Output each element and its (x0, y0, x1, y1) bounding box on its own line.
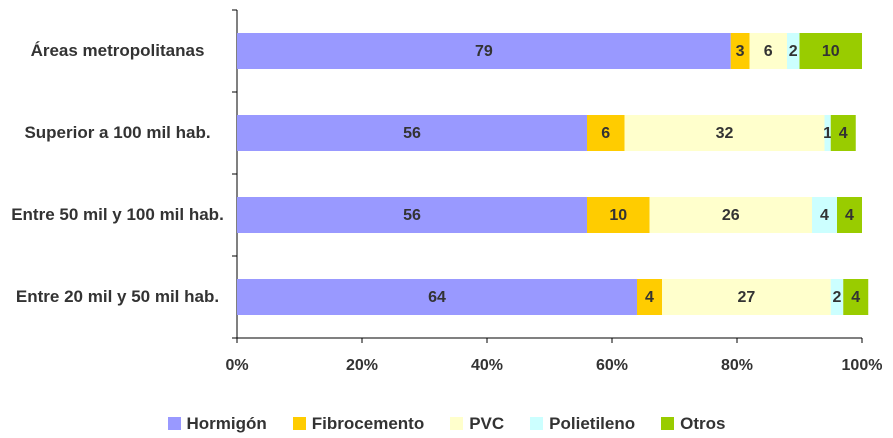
data-label: 2 (789, 43, 798, 60)
bar-segment (830, 115, 856, 151)
data-label: 4 (645, 289, 654, 306)
legend-label: Polietileno (549, 414, 636, 433)
legend-label: Fibrocemento (311, 414, 425, 433)
bar-segment (237, 197, 587, 233)
bar-segment (730, 33, 750, 69)
legend-swatch (661, 417, 675, 430)
bar-segment (812, 197, 837, 233)
y-tick-label: Entre 50 mil y 100 mil hab. (11, 205, 224, 224)
data-label: 64 (428, 289, 446, 306)
x-tick-label: 60% (596, 357, 628, 374)
bar-segment (749, 33, 787, 69)
bar-segment (649, 197, 812, 233)
data-label: 10 (609, 207, 627, 224)
bar-segment (837, 197, 862, 233)
data-label: 27 (737, 289, 755, 306)
legend-label: Hormigón (186, 414, 267, 433)
bar-segment (587, 115, 625, 151)
data-label: 56 (403, 207, 421, 224)
x-tick-label: 80% (721, 357, 753, 374)
bar-segment (637, 279, 662, 315)
data-label: 3 (736, 43, 745, 60)
legend-item: Otros (661, 414, 725, 434)
data-label: 79 (475, 43, 493, 60)
bar-segment (624, 115, 825, 151)
bar-segment (662, 279, 831, 315)
legend-item: PVC (450, 414, 504, 434)
legend: Hormigón Fibrocemento PVC Polietileno Otros (0, 414, 893, 434)
y-tick-label: Superior a 100 mil hab. (24, 123, 211, 142)
data-label: 1 (823, 125, 832, 142)
data-label: 56 (403, 125, 421, 142)
legend-item: Hormigón (167, 414, 267, 434)
data-label: 6 (764, 43, 773, 60)
data-label: 2 (833, 289, 842, 306)
data-label: 32 (716, 125, 734, 142)
bar-segment (824, 115, 831, 151)
bar-segment (237, 115, 587, 151)
bar-segment (237, 279, 637, 315)
x-tick-label: 40% (471, 357, 503, 374)
legend-item: Polietileno (530, 414, 635, 434)
bar-segment (587, 197, 650, 233)
legend-swatch (450, 417, 464, 430)
data-label: 4 (845, 207, 854, 224)
data-label: 4 (839, 125, 848, 142)
data-label: 4 (820, 207, 829, 224)
legend-item: Fibrocemento (292, 414, 425, 434)
legend-swatch (530, 417, 544, 430)
x-tick-label: 20% (346, 357, 378, 374)
data-label: 26 (722, 207, 740, 224)
x-tick-label: 0% (225, 357, 248, 374)
legend-swatch (167, 417, 181, 430)
bar-segment (830, 279, 844, 315)
legend-label: Otros (680, 414, 726, 433)
data-label: 4 (851, 289, 860, 306)
bar-segment (799, 33, 862, 69)
legend-label: PVC (469, 414, 505, 433)
bar-segment (843, 279, 869, 315)
data-label: 6 (601, 125, 610, 142)
legend-swatch (292, 417, 306, 430)
y-tick-label: Entre 20 mil y 50 mil hab. (15, 287, 220, 306)
bar-segment (237, 33, 731, 69)
x-tick-label: 100% (842, 357, 883, 374)
bar-segment (787, 33, 800, 69)
y-tick-label: Áreas metropolitanas (30, 41, 205, 60)
data-label: 10 (822, 43, 840, 60)
